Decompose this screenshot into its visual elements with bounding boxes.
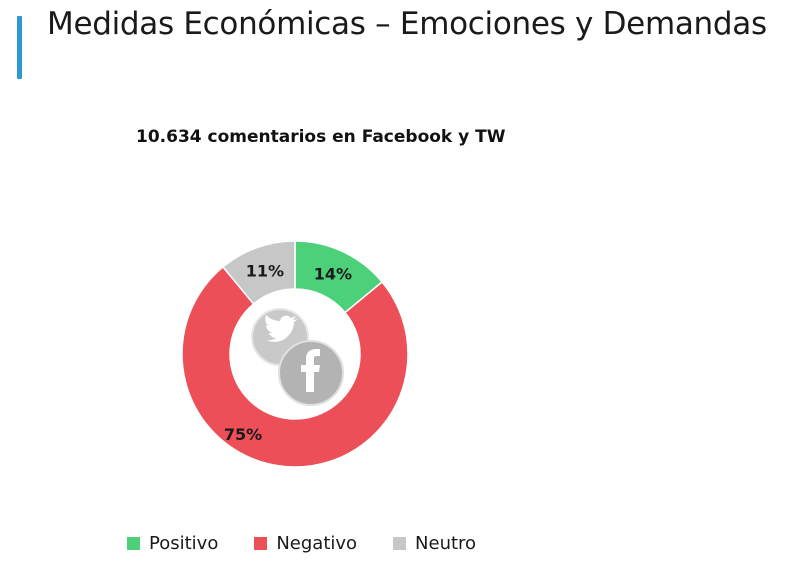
legend-item-neutro: Neutro [393,533,476,554]
chart-title: 10.634 comentarios en Facebook y TW [136,127,506,147]
legend-item-positivo: Positivo [127,533,218,554]
facebook-icon [278,340,344,406]
slice-label-neutro: 11% [246,261,284,280]
donut-slices [181,240,409,468]
legend-item-negativo: Negativo [254,533,357,554]
slice-label-positivo: 14% [314,264,352,283]
legend-label-positivo: Positivo [149,533,219,554]
page-title: Medidas Económicas – Emociones y Demanda… [47,6,767,42]
chart-legend: Positivo Negativo Neutro [127,533,512,554]
donut-center [230,289,360,419]
legend-label-negativo: Negativo [276,533,358,554]
legend-label-neutro: Neutro [415,533,477,554]
title-accent-bar [17,16,22,79]
slice-label-negativo: 75% [224,425,262,444]
legend-swatch-positivo [127,537,140,550]
legend-swatch-neutro [393,537,407,550]
slice-labels: 14% 75% 11% [224,261,352,444]
legend-swatch-negativo [254,537,268,550]
